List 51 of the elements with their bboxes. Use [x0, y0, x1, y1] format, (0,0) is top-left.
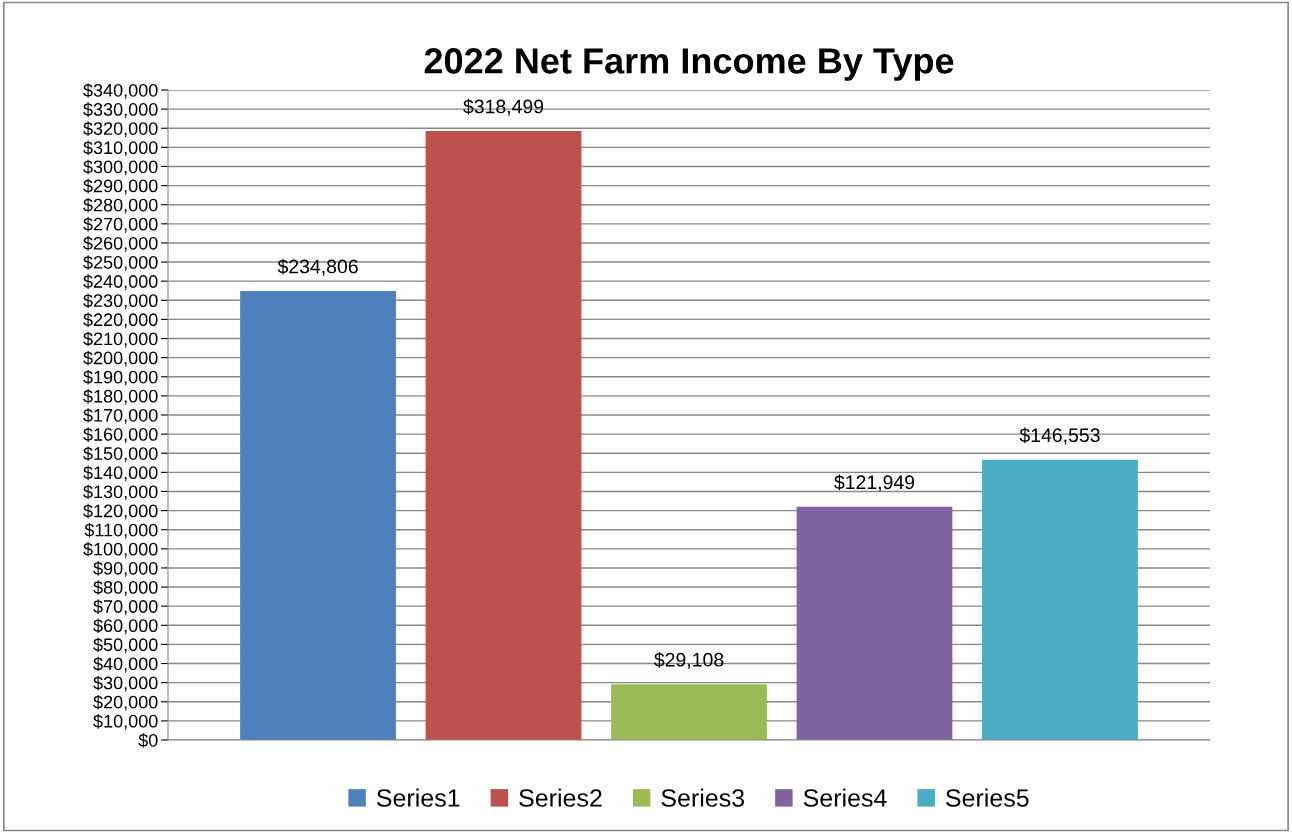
y-tick-label: $270,000: [83, 217, 158, 233]
y-tick-label: $330,000: [83, 102, 158, 118]
y-tick-label: $250,000: [83, 255, 158, 271]
y-tick-label: $110,000: [84, 522, 158, 539]
y-tick-label: $200,000: [83, 350, 158, 367]
legend-label: Series4: [803, 788, 887, 807]
y-tick-label: $170,000: [83, 408, 158, 424]
data-label: $121,949: [834, 474, 915, 492]
y-tick-label: $40,000: [93, 656, 158, 673]
y-tick-label: $160,000: [83, 427, 158, 443]
y-tick-label: $180,000: [83, 389, 158, 405]
y-tick-label: $20,000: [93, 694, 158, 711]
legend-label: Series1: [376, 788, 460, 807]
y-tick-label: $0: [138, 733, 158, 748]
y-tick-label: $120,000: [83, 503, 158, 520]
y-tick-label: $190,000: [83, 369, 158, 386]
y-tick-label: $80,000: [93, 580, 158, 596]
bar: [425, 131, 582, 740]
bar: [982, 459, 1138, 740]
legend-label: Series5: [946, 788, 1029, 807]
bar: [240, 291, 396, 740]
y-tick-label: $150,000: [83, 446, 158, 463]
y-tick-label: $230,000: [83, 293, 158, 310]
y-tick-label: $290,000: [83, 178, 158, 195]
y-tick-label: $30,000: [93, 675, 158, 692]
data-label: $234,806: [277, 258, 358, 276]
y-tick-label: $60,000: [93, 618, 158, 635]
bar: [611, 684, 767, 740]
legend-label: Series3: [661, 788, 745, 807]
y-tick-label: $260,000: [83, 236, 158, 252]
y-tick-label: $140,000: [83, 465, 158, 482]
data-label: $318,499: [463, 98, 544, 116]
y-tick-label: $50,000: [93, 637, 158, 654]
y-tick-label: $340,000: [83, 83, 158, 99]
y-tick-label: $70,000: [93, 599, 158, 616]
y-tick-label: $220,000: [83, 312, 158, 329]
y-tick-label: $240,000: [83, 274, 158, 291]
y-tick-label: $100,000: [83, 542, 158, 558]
data-label: $146,553: [1019, 427, 1100, 445]
y-tick-label: $130,000: [83, 484, 158, 501]
y-tick-label: $210,000: [83, 331, 158, 348]
y-tick-label: $280,000: [83, 197, 158, 214]
y-tick-label: $310,000: [83, 140, 158, 157]
y-tick-label: $320,000: [83, 121, 158, 138]
y-tick-label: $300,000: [83, 159, 158, 176]
y-tick-label: $90,000: [93, 561, 158, 577]
bar: [796, 506, 953, 740]
legend-label: Series2: [519, 788, 602, 807]
y-tick-label: $10,000: [93, 714, 158, 730]
chart-title: 2022 Net Farm Income By Type: [424, 48, 954, 81]
data-label: $29,108: [654, 652, 724, 669]
